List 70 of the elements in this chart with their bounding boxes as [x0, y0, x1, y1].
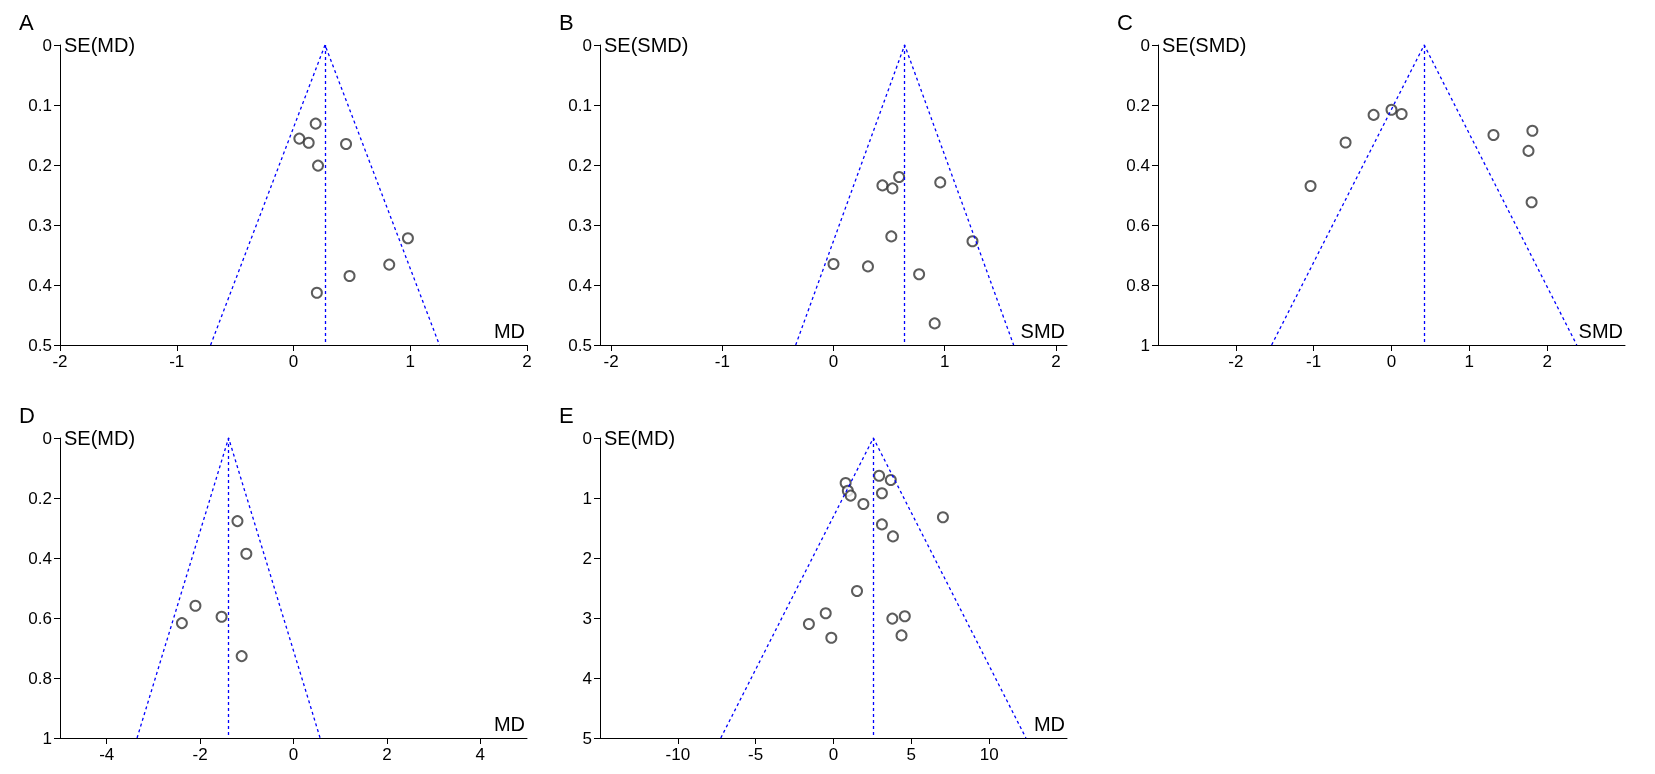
x-tick-label: 2	[1542, 352, 1552, 371]
y-tick-label: 1	[1140, 335, 1150, 355]
x-axis-title: MD	[493, 713, 525, 735]
x-tick-label: -5	[748, 745, 764, 764]
y-tick-label: 0.6	[28, 608, 52, 628]
chart-title: D	[19, 402, 35, 428]
x-tick-label: -2	[603, 352, 619, 371]
x-tick-label: 1	[405, 352, 415, 371]
x-tick-label: -4	[99, 745, 115, 764]
x-tick-label: 0	[288, 352, 299, 371]
x-tick-label: 2	[522, 352, 532, 371]
chart-title: E	[559, 402, 574, 428]
y-tick-label: 4	[582, 668, 592, 688]
y-tick-label: 1	[42, 728, 52, 748]
y-tick-label: 0.8	[1126, 275, 1150, 295]
x-tick-label: 1	[939, 352, 950, 371]
y-tick-label: 0.2	[28, 155, 52, 175]
y-tick-label: 0.2	[1126, 95, 1150, 115]
x-tick-label: -2	[192, 745, 208, 764]
y-axis-title: SE(SMD)	[1162, 34, 1247, 56]
y-tick-label: 5	[582, 728, 592, 748]
x-axis-title: SMD	[1578, 320, 1623, 342]
x-tick-label: 0	[828, 352, 839, 371]
y-tick-label: 0	[582, 428, 592, 448]
x-tick-label: 2	[1051, 352, 1061, 371]
y-tick-label: 0.6	[1126, 215, 1150, 235]
y-tick-label: 0.5	[28, 335, 52, 355]
x-tick-label: 10	[979, 745, 999, 764]
chart-title: A	[19, 9, 34, 35]
y-tick-label: 0.3	[28, 215, 52, 235]
x-tick-label: -1	[714, 352, 730, 371]
chart-title: B	[559, 9, 574, 35]
x-tick-label: 4	[475, 745, 486, 764]
y-tick-label: 0.4	[1126, 155, 1150, 175]
y-tick-label: 0.5	[568, 335, 592, 355]
y-tick-label: 1	[582, 488, 592, 508]
x-tick-label: 0	[1386, 352, 1397, 371]
x-tick-label: 1	[1464, 352, 1475, 371]
y-axis-title: SE(MD)	[64, 427, 136, 449]
x-tick-label: -1	[1306, 352, 1322, 371]
y-tick-label: 0	[582, 35, 592, 55]
y-tick-label: 0	[42, 428, 52, 448]
y-tick-label: 0.1	[28, 95, 52, 115]
y-tick-label: 3	[582, 608, 592, 628]
y-tick-label: 0.1	[568, 95, 592, 115]
x-tick-label: -2	[52, 352, 68, 371]
y-tick-label: 0.2	[28, 488, 52, 508]
y-tick-label: 0.4	[28, 275, 52, 295]
x-axis-title: MD	[493, 320, 525, 342]
x-tick-label: 0	[828, 745, 839, 764]
x-tick-label: -10	[665, 745, 691, 764]
x-tick-label: 2	[382, 745, 392, 764]
x-tick-label: 5	[906, 745, 917, 764]
chart-title: C	[1117, 9, 1133, 35]
y-axis-title: SE(MD)	[64, 34, 136, 56]
x-tick-label: -1	[169, 352, 185, 371]
x-tick-label: 0	[288, 745, 299, 764]
y-tick-label: 0.4	[568, 275, 592, 295]
y-tick-label: 0	[1140, 35, 1150, 55]
y-axis-title: SE(SMD)	[604, 34, 689, 56]
y-tick-label: 2	[582, 548, 592, 568]
y-tick-label: 0.3	[568, 215, 592, 235]
x-tick-label: -2	[1228, 352, 1244, 371]
y-axis-title: SE(MD)	[604, 427, 676, 449]
x-axis-title: MD	[1033, 713, 1065, 735]
y-tick-label: 0	[42, 35, 52, 55]
x-axis-title: SMD	[1020, 320, 1065, 342]
y-tick-label: 0.8	[28, 668, 52, 688]
y-tick-label: 0.4	[28, 548, 52, 568]
y-tick-label: 0.2	[568, 155, 592, 175]
